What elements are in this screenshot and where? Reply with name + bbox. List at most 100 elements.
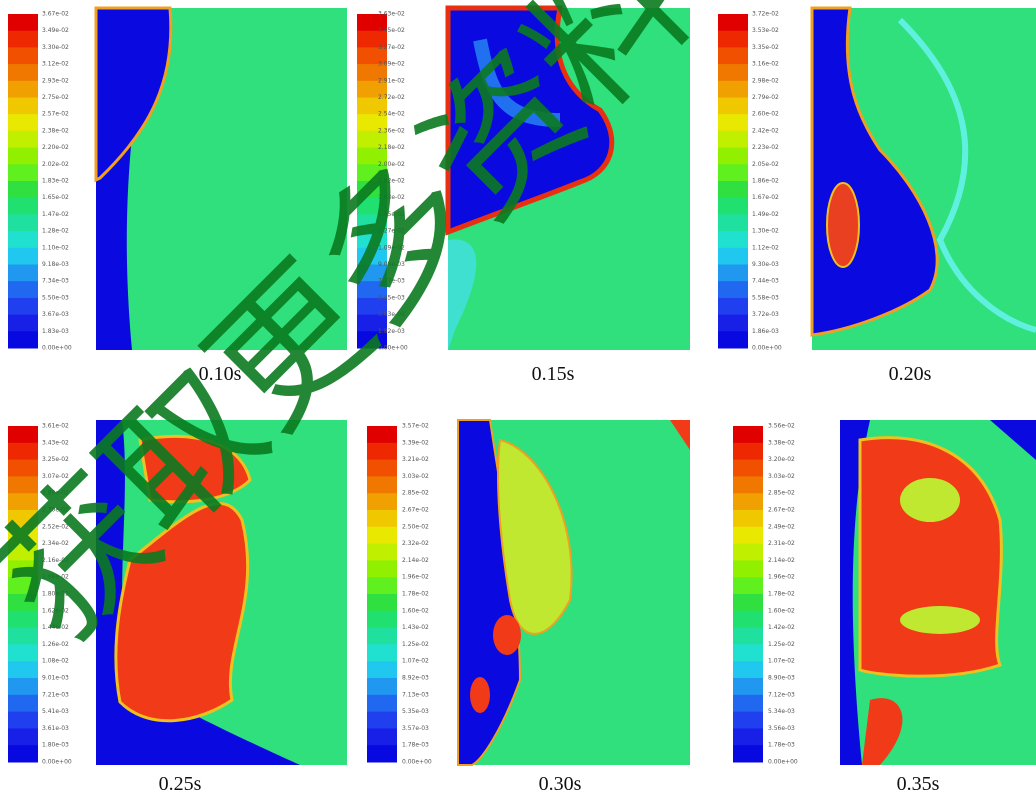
colorbar-label: 3.72e-03	[752, 311, 779, 318]
panel-caption: 0.15s	[532, 363, 575, 385]
colorbar-band	[8, 426, 38, 444]
colorbar-band	[367, 644, 397, 662]
colorbar-band	[357, 164, 387, 182]
colorbar-band	[733, 510, 763, 528]
colorbar-label: 5.45e-03	[378, 294, 405, 301]
colorbar-label: 0.00e+00	[752, 345, 782, 352]
colorbar-band	[733, 493, 763, 511]
colorbar-band	[733, 694, 763, 713]
colorbar-label: 1.60e-02	[402, 607, 429, 614]
colorbar-label: 1.98e-02	[42, 574, 69, 581]
colorbar-band	[8, 442, 38, 461]
colorbar-label: 2.60e-02	[752, 111, 779, 118]
colorbar-band	[733, 610, 763, 629]
colorbar-label: 1.80e-03	[42, 742, 69, 749]
colorbar-band	[718, 281, 748, 299]
colorbar-label: 1.49e-02	[752, 211, 779, 218]
contour-plot	[457, 419, 690, 766]
panel-caption: 0.10s	[199, 363, 242, 385]
colorbar-band	[367, 610, 397, 629]
colorbar-label: 3.63e-02	[378, 11, 405, 18]
colorbar-band	[733, 728, 763, 746]
colorbar-label: 1.08e-02	[42, 658, 69, 665]
colorbar-label: 1.47e-02	[42, 211, 69, 218]
colorbar-band	[8, 64, 38, 82]
colorbar-band	[718, 80, 748, 98]
colorbar-label: 2.18e-02	[378, 144, 405, 151]
colorbar-label: 7.34e-03	[42, 278, 69, 285]
colorbar-band	[8, 297, 38, 316]
colorbar-label: 1.65e-02	[42, 194, 69, 201]
colorbar-band	[718, 214, 748, 232]
colorbar-band	[8, 476, 38, 494]
colorbar-label: 1.60e-02	[768, 607, 795, 614]
colorbar-label: 2.54e-02	[378, 111, 405, 118]
colorbar-band	[8, 247, 38, 265]
colorbar-label: 1.12e-02	[752, 244, 779, 251]
colorbar-band	[8, 644, 38, 662]
colorbar-band	[733, 426, 763, 444]
colorbar-label: 2.85e-02	[768, 490, 795, 497]
colorbar-band	[8, 30, 38, 48]
colorbar-band	[8, 97, 38, 115]
colorbar-label: 3.57e-02	[402, 423, 429, 430]
colorbar-band	[8, 264, 38, 282]
colorbar-label: 3.20e-02	[768, 456, 795, 463]
colorbar-band	[8, 711, 38, 729]
colorbar-label: 5.41e-03	[42, 708, 69, 715]
colorbar-label: 2.23e-02	[752, 144, 779, 151]
contour-plot	[840, 420, 1036, 765]
colorbar-label: 2.00e-02	[378, 161, 405, 168]
colorbar-label: 2.42e-02	[752, 127, 779, 134]
colorbar-label: 2.57e-02	[42, 111, 69, 118]
colorbar-label: 2.49e-02	[768, 523, 795, 530]
colorbar-band	[367, 661, 397, 679]
colorbar-band	[733, 627, 763, 645]
colorbar-label: 2.91e-02	[378, 77, 405, 84]
colorbar-band	[733, 594, 763, 612]
colorbar-label: 2.72e-02	[378, 94, 405, 101]
colorbar-label: 1.07e-02	[768, 658, 795, 665]
colorbar-band	[733, 476, 763, 494]
colorbar-band	[8, 610, 38, 629]
colorbar-label: 2.38e-02	[42, 127, 69, 134]
colorbar-label: 7.12e-03	[768, 691, 795, 698]
colorbar-band	[733, 711, 763, 729]
colorbar-label: 7.21e-03	[42, 691, 69, 698]
colorbar-label: 3.21e-02	[402, 456, 429, 463]
colorbar-label: 8.90e-03	[768, 675, 795, 682]
colorbar-band	[357, 197, 387, 215]
colorbar-label: 3.49e-02	[42, 27, 69, 34]
colorbar-label: 1.44e-02	[42, 624, 69, 631]
colorbar-label: 1.25e-02	[402, 641, 429, 648]
colorbar-label: 3.39e-02	[402, 439, 429, 446]
colorbar-band	[8, 577, 38, 595]
colorbar-label: 2.85e-02	[402, 490, 429, 497]
colorbar-label: 7.13e-03	[402, 691, 429, 698]
colorbar-label: 2.31e-02	[768, 540, 795, 547]
colorbar-band	[8, 459, 38, 477]
colorbar-label: 9.01e-03	[42, 675, 69, 682]
colorbar-band	[8, 181, 38, 199]
colorbar-band	[8, 130, 38, 149]
colorbar-band	[367, 577, 397, 595]
colorbar-band	[8, 80, 38, 98]
colorbar-band	[8, 214, 38, 232]
panel-caption: 0.35s	[897, 773, 940, 795]
colorbar-label: 0.00e+00	[42, 759, 72, 766]
colorbar-label: 1.09e-02	[378, 244, 405, 251]
colorbar-band	[357, 130, 387, 149]
colorbar-band	[718, 64, 748, 82]
colorbar-label: 2.52e-02	[42, 523, 69, 530]
colorbar-band	[733, 442, 763, 461]
colorbar-band	[718, 331, 748, 349]
colorbar-band	[367, 711, 397, 729]
colorbar-band	[718, 164, 748, 182]
colorbar-band	[357, 247, 387, 265]
colorbar-band	[8, 594, 38, 612]
colorbar-label: 5.50e-03	[42, 294, 69, 301]
colorbar-band	[718, 147, 748, 165]
colorbar-band	[367, 426, 397, 444]
colorbar-band	[8, 14, 38, 32]
colorbar-label: 3.12e-02	[42, 61, 69, 68]
